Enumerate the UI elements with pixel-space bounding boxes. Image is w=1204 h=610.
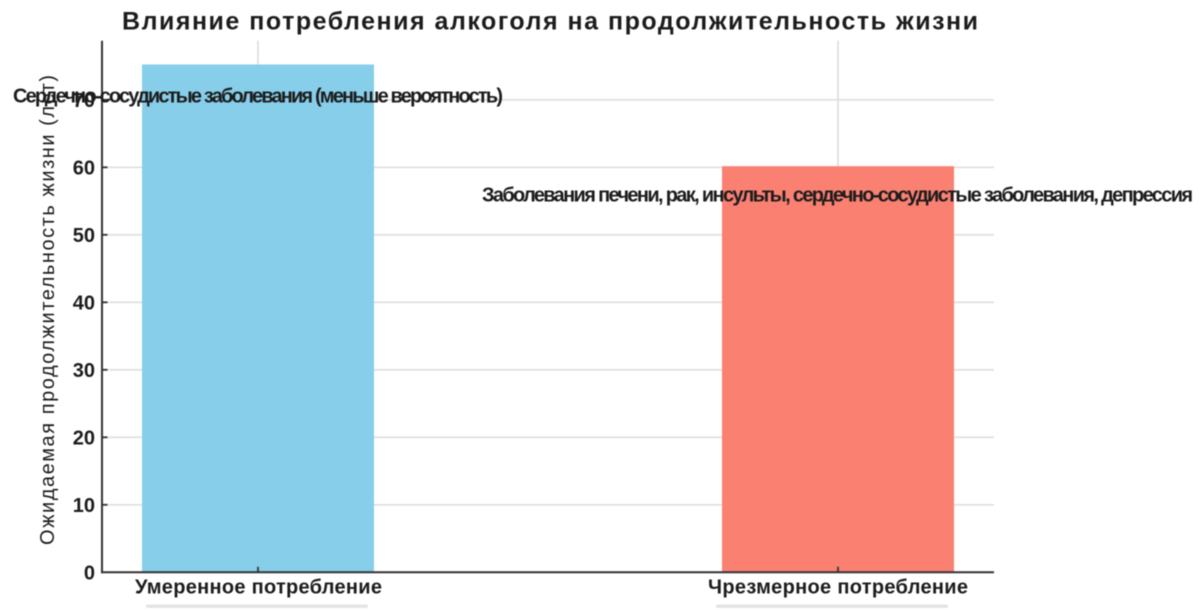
svg-text:50: 50 — [73, 225, 95, 247]
svg-text:40: 40 — [73, 293, 95, 315]
svg-text:10: 10 — [73, 495, 95, 517]
svg-text:30: 30 — [73, 360, 95, 382]
svg-text:0: 0 — [84, 563, 95, 585]
svg-text:Влияние потребления алкоголя н: Влияние потребления алкоголя на продолжи… — [122, 8, 978, 36]
svg-text:Заболевания печени, рак, инсул: Заболевания печени, рак, инсульты, серде… — [482, 185, 1193, 207]
svg-text:Ожидаемая продолжительность жи: Ожидаемая продолжительность жизни (лет) — [37, 75, 59, 545]
svg-text:Умеренное потребление: Умеренное потребление — [135, 576, 382, 598]
svg-text:70: 70 — [73, 90, 95, 112]
svg-text:Сердечно-сосудистые заболевани: Сердечно-сосудистые заболевания (меньше … — [13, 86, 503, 108]
svg-text:Чрезмерное потребление: Чрезмерное потребление — [708, 576, 968, 598]
svg-text:60: 60 — [73, 158, 95, 180]
svg-text:20: 20 — [73, 428, 95, 450]
